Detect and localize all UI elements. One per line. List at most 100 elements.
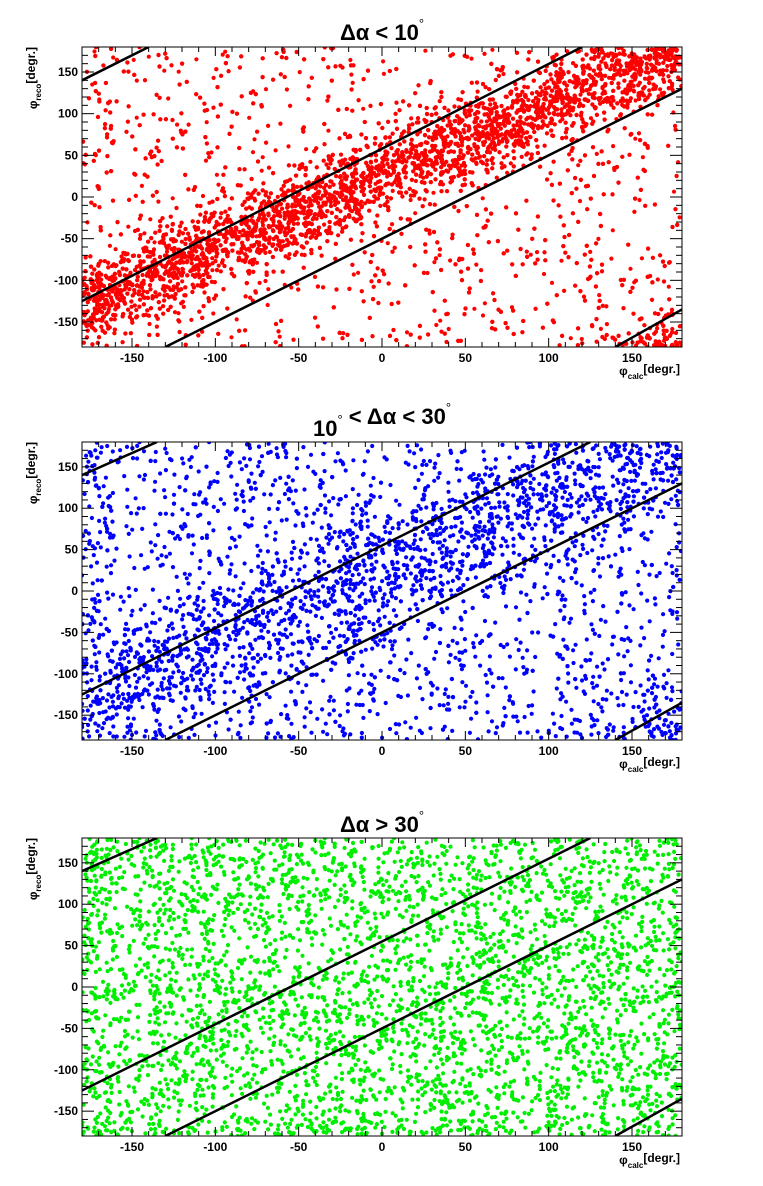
scatter-point [670,87,675,93]
scatter-point [667,57,672,62]
scatter-point [381,59,386,64]
scatter-point [483,106,488,111]
scatter-point [637,197,642,203]
scatter-point [270,254,275,260]
scatter-point [117,271,122,276]
scatter-point [164,249,170,254]
scatter-point [577,199,583,204]
scatter-point [578,92,583,97]
scatter-point [132,267,138,273]
scatter-point [180,267,185,272]
scatter-point [349,72,354,77]
scatter-point [353,167,358,172]
scatter-point [174,145,179,150]
scatter-point [109,317,114,322]
scatter-point [239,214,244,220]
scatter-point [418,173,423,178]
scatter-point [547,111,552,116]
scatter-point [511,123,516,128]
scatter-point [234,317,239,322]
scatter-point [520,89,525,94]
scatter-point [526,97,531,103]
scatter-point [278,72,283,77]
scatter-point [261,199,267,204]
scatter-point [404,190,409,195]
scatter-point [560,333,565,338]
scatter-point [576,219,581,224]
scatter-point [268,191,273,196]
scatter-point [234,111,240,116]
scatter-point [125,291,130,296]
scatter-point [304,147,309,152]
scatter-point [511,164,516,169]
scatter-point [373,136,378,141]
scatter-point [650,112,655,117]
scatter-point [485,218,490,223]
scatter-point [618,277,624,283]
scatter-point [340,229,345,234]
scatter-point [184,79,189,84]
scatter-point [390,188,395,193]
scatter-point [335,207,340,212]
scatter-point [204,141,209,146]
scatter-point [496,73,501,78]
scatter-point [112,327,117,332]
scatter-point [380,191,386,196]
scatter-point [434,322,439,328]
scatter-point [296,287,301,292]
scatter-point [491,291,496,296]
scatter-point [142,78,148,83]
scatter-point [599,149,604,154]
scatter-point [156,199,161,204]
scatter-point [490,47,495,52]
scatter-point [301,245,306,250]
scatter-point [333,241,338,246]
scatter-point [195,225,201,230]
scatter-point [446,326,451,332]
scatter-point [524,249,529,254]
scatter-point [610,192,615,197]
scatter-point [278,344,283,347]
scatter-point [137,236,143,241]
scatter-point [325,98,330,103]
scatter-point [490,319,495,324]
scatter-point [111,55,116,60]
scatter-point [609,256,614,261]
scatter-point [604,332,609,338]
scatter-point [362,119,367,125]
scatter-point [462,130,467,135]
scatter-point [266,123,271,128]
scatter-point [175,122,180,127]
scatter-point [245,237,250,242]
scatter-point [241,228,246,233]
scatter-point [651,86,656,92]
scatter-point [107,243,112,248]
scatter-panel-1: -150 -100 -50 0 50 100 150-150-100-50050100150… [24,16,683,381]
scatter-point [677,215,682,220]
scatter-point [187,237,192,242]
scatter-point [245,191,250,196]
scatter-point [481,125,486,130]
scatter-point [102,259,107,264]
scatter-point [646,246,651,251]
scatter-point [160,216,165,221]
scatter-point [566,255,571,260]
scatter-point [277,334,282,339]
scatter-point [543,90,549,95]
scatter-point [387,333,393,338]
scatter-point [322,222,327,227]
scatter-point [283,226,288,231]
scatter-point [104,320,109,325]
scatter-point [624,98,629,103]
scatter-point [137,216,142,221]
scatter-point [148,217,153,222]
scatter-point [138,233,143,238]
scatter-point [212,225,217,230]
scatter-point [430,290,435,295]
scatter-point [367,184,372,189]
scatter-point [317,232,322,237]
scatter-point [254,234,259,239]
scatter-point [147,283,153,288]
scatter-point [403,164,408,169]
scatter-point [533,306,538,311]
